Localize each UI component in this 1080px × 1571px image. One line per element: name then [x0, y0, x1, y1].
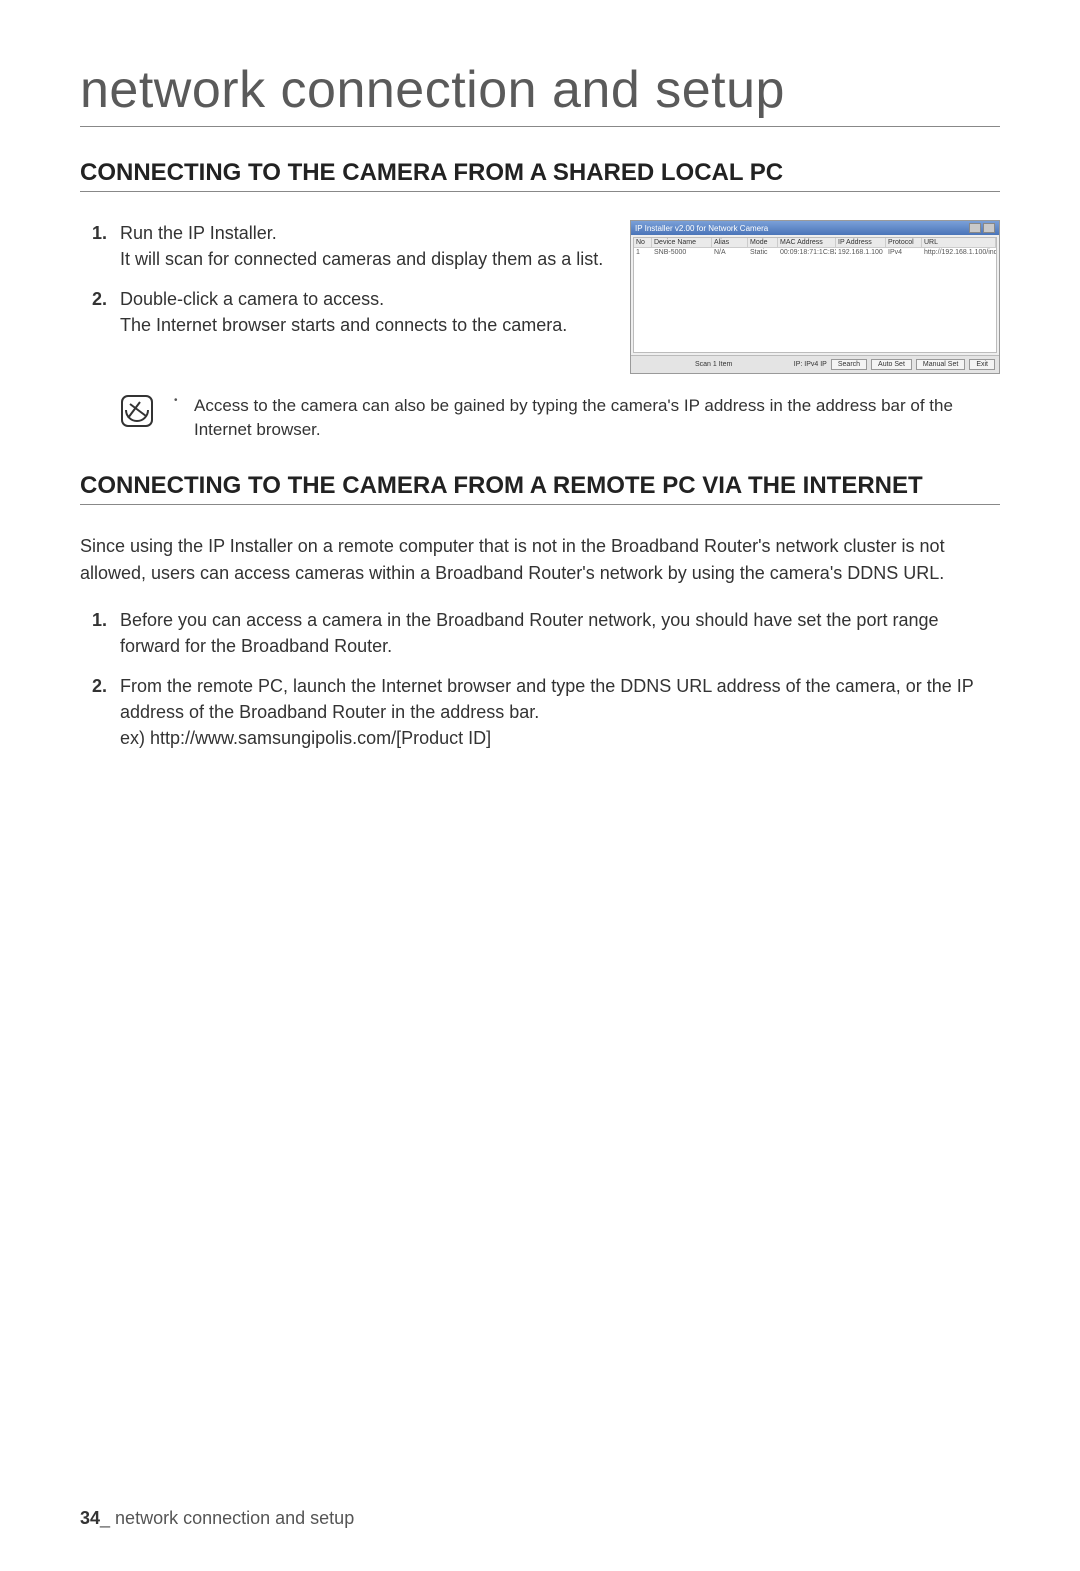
- screenshot-col: IP Installer v2.00 for Network Camera No…: [630, 220, 1000, 374]
- autoset-button: Auto Set: [871, 359, 912, 370]
- cell: http://192.168.1.100/index.htm: [922, 248, 996, 257]
- table-row: 1 SNB-5000 N/A Static 00:09:18:71:1C:B2 …: [634, 248, 996, 257]
- col-alias: Alias: [712, 238, 748, 247]
- cell: 1: [634, 248, 652, 257]
- app-title: IP Installer v2.00 for Network Camera: [635, 224, 768, 233]
- section1-steps: 1. Run the IP Installer. It will scan fo…: [80, 220, 606, 338]
- section2-steps: 1. Before you can access a camera in the…: [80, 607, 1000, 751]
- chapter-title: network connection and setup: [80, 60, 1000, 127]
- cell: SNB-5000: [652, 248, 712, 257]
- col-mode: Mode: [748, 238, 778, 247]
- list-item: 2. From the remote PC, launch the Intern…: [120, 673, 1000, 751]
- cell: 192.168.1.100: [836, 248, 886, 257]
- col-url: URL: [922, 238, 996, 247]
- intro-paragraph: Since using the IP Installer on a remote…: [80, 533, 1000, 587]
- col-device-name: Device Name: [652, 238, 712, 247]
- section-heading-local-pc: CONNECTING TO THE CAMERA FROM A SHARED L…: [80, 159, 1000, 192]
- section-heading-remote-pc: CONNECTING TO THE CAMERA FROM A REMOTE P…: [80, 472, 1000, 505]
- step-number: 1.: [92, 220, 107, 246]
- manualset-button: Manual Set: [916, 359, 965, 370]
- footer-sep: _: [100, 1508, 115, 1528]
- step-text: Run the IP Installer. It will scan for c…: [120, 223, 603, 269]
- note-text: Access to the camera can also be gained …: [174, 394, 1000, 442]
- cell: IPv4: [886, 248, 922, 257]
- app-footer: Scan 1 Item IP: IPv4 IP Search Auto Set …: [631, 355, 999, 373]
- step-number: 2.: [92, 673, 107, 699]
- section1-layout: 1. Run the IP Installer. It will scan fo…: [80, 220, 1000, 374]
- note: Access to the camera can also be gained …: [120, 394, 1000, 442]
- note-icon: [120, 394, 154, 428]
- col-ip: IP Address: [836, 238, 886, 247]
- search-button: Search: [831, 359, 867, 370]
- section1-steps-col: 1. Run the IP Installer. It will scan fo…: [80, 220, 606, 374]
- col-no: No: [634, 238, 652, 247]
- step-text: Before you can access a camera in the Br…: [120, 610, 939, 656]
- cell: N/A: [712, 248, 748, 257]
- exit-button: Exit: [969, 359, 995, 370]
- step-text: From the remote PC, launch the Internet …: [120, 676, 973, 748]
- app-titlebar: IP Installer v2.00 for Network Camera: [631, 221, 999, 235]
- list-item: 1. Before you can access a camera in the…: [120, 607, 1000, 659]
- cell: Static: [748, 248, 778, 257]
- col-protocol: Protocol: [886, 238, 922, 247]
- device-table: No Device Name Alias Mode MAC Address IP…: [633, 237, 997, 353]
- step-number: 1.: [92, 607, 107, 633]
- step-number: 2.: [92, 286, 107, 312]
- col-mac: MAC Address: [778, 238, 836, 247]
- list-item: 2. Double-click a camera to access. The …: [120, 286, 606, 338]
- ip-installer-screenshot: IP Installer v2.00 for Network Camera No…: [630, 220, 1000, 374]
- cell: 00:09:18:71:1C:B2: [778, 248, 836, 257]
- ip-version-label: IP: IPv4 IP: [794, 361, 827, 368]
- window-buttons: [969, 223, 995, 233]
- scan-count: Scan 1 Item: [635, 361, 732, 368]
- page-footer: 34_ network connection and setup: [80, 1508, 354, 1529]
- close-icon: [983, 223, 995, 233]
- footer-label: network connection and setup: [115, 1508, 354, 1528]
- document-page: network connection and setup CONNECTING …: [0, 0, 1080, 805]
- page-number: 34: [80, 1508, 100, 1528]
- minimize-icon: [969, 223, 981, 233]
- list-item: 1. Run the IP Installer. It will scan fo…: [120, 220, 606, 272]
- step-text: Double-click a camera to access. The Int…: [120, 289, 567, 335]
- table-header: No Device Name Alias Mode MAC Address IP…: [634, 238, 996, 248]
